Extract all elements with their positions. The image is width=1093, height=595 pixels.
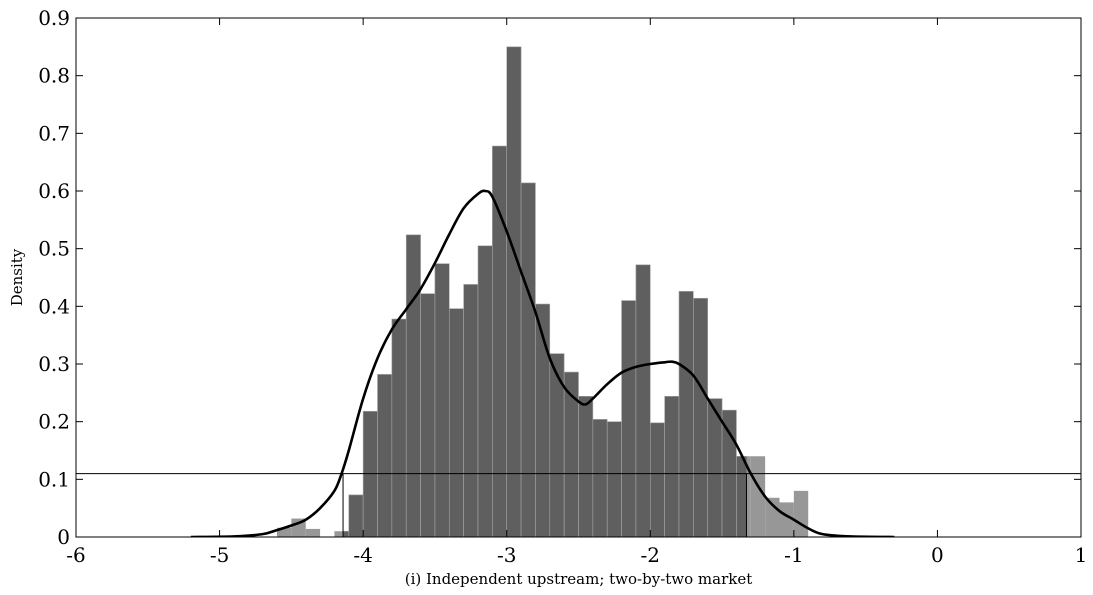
x-tick-label: 0 [931,543,944,567]
highlighted-bar [405,234,421,537]
y-tick-label: 0.2 [38,410,70,434]
y-tick-label: 0.9 [38,6,70,30]
highlighted-bar [362,410,378,537]
plot-frame [75,17,1082,538]
x-axis-title: (i) Independent upstream; two-by-two mar… [405,570,753,588]
highlighted-bar [391,318,407,537]
density-curve-group [190,189,895,537]
y-tick-label: 0.6 [38,179,70,203]
highlighted-bar [434,263,450,537]
highlighted-bar [664,395,680,537]
y-tick-label: 0 [57,525,70,549]
reference-line-group [76,473,1081,537]
density-curve [190,189,895,537]
x-axis: -6 -5 -4 -3 -2 -1 0 1 [66,18,1087,567]
y-tick-label: 0.1 [38,467,70,491]
highlighted-bar [520,182,536,537]
highlighted-bar [678,291,694,537]
y-tick-label: 0.4 [38,294,70,318]
highlighted-bar [621,300,637,537]
highlighted-bar [635,264,651,537]
highlighted-bar [348,494,364,537]
y-axis-title: Density [8,248,26,306]
histogram-bar [334,531,349,537]
histogram-bar [305,528,321,537]
histogram-bar [793,490,809,537]
histogram-bar [750,456,766,537]
y-tick-label: 0.3 [38,352,70,376]
x-tick-label: -3 [497,543,516,567]
highlighted-bar [448,308,464,537]
highlighted-bar [420,293,436,537]
histogram-bar [277,527,292,537]
highlighted-bar [649,422,665,537]
highlighted-bar [492,145,508,537]
highlighted-bar [377,374,393,537]
histogram-bar [779,502,794,537]
highlighted-bar [592,419,608,537]
highlighted-bar [463,284,479,537]
y-tick-label: 0.8 [38,64,70,88]
highlighted-bar [693,297,709,537]
highlighted-bar [506,46,522,537]
highlighted-bar [606,421,622,537]
x-tick-label: -2 [641,543,660,567]
highlighted-bar [549,353,565,537]
x-tick-label: -6 [66,543,85,567]
x-tick-label: 1 [1075,543,1088,567]
x-tick-label: -4 [353,543,372,567]
x-tick-label: -5 [210,543,229,567]
y-tick-label: 0.5 [38,237,70,261]
y-tick-label: 0.7 [38,121,70,145]
highlighted-bar [477,245,493,537]
x-tick-label: -1 [784,543,803,567]
y-axis: 0 0.1 0.2 0.3 0.4 0.5 0.6 0.7 0.8 0.9 [38,6,1081,549]
highlighted-bar [578,395,594,537]
